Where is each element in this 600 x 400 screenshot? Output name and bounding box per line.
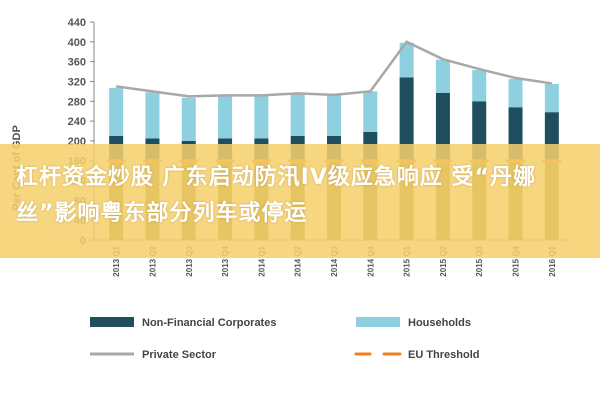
x-tick-label: 2013 Q2: [148, 245, 157, 276]
x-tick-label: 2015 Q2: [439, 245, 448, 276]
bar-households: [435, 59, 450, 93]
x-tick-label: 2014 Q4: [366, 245, 375, 276]
bar-households: [508, 78, 523, 108]
bar-households: [327, 95, 341, 136]
y-tick-label: 440: [68, 17, 86, 29]
bar-households: [145, 92, 160, 139]
bar-households: [290, 93, 305, 136]
legend-label: EU Threshold: [408, 349, 480, 361]
x-tick-label: 2016 Q1: [548, 245, 557, 276]
x-tick-label: 2014 Q2: [294, 245, 303, 276]
bar-households: [109, 87, 124, 136]
x-tick-label: 2013 Q4: [221, 245, 230, 276]
line-group: [115, 40, 553, 98]
bar-households: [399, 42, 414, 78]
legend-label: Non-Financial Corporates: [142, 317, 276, 329]
bar-households: [472, 70, 487, 102]
private-sector-line: [115, 40, 553, 98]
y-tick-label: 400: [68, 37, 86, 49]
x-tick-label: 2015 Q4: [512, 245, 521, 276]
bar-households: [544, 83, 559, 113]
x-tick-label: 2015 Q1: [403, 245, 412, 276]
bar-households: [363, 91, 378, 132]
y-tick-label: 360: [68, 57, 86, 69]
bar-households: [218, 95, 233, 139]
bar-households: [254, 95, 269, 139]
legend-swatch: [356, 317, 400, 327]
x-tick-label: 2015 Q3: [475, 245, 484, 276]
legend-label: Households: [408, 317, 471, 329]
y-tick-label: 280: [68, 96, 86, 108]
x-tick-label: 2014 Q3: [330, 245, 339, 276]
legend-label: Private Sector: [142, 349, 217, 361]
legend-swatch: [90, 317, 134, 327]
y-tick-label: 240: [68, 116, 86, 128]
legend: Non-Financial Corporates Households Privat…: [90, 317, 480, 361]
x-tick-label: 2013 Q1: [112, 245, 121, 276]
x-tick-label: 2013 Q3: [185, 245, 194, 276]
overlay-headline: 杠杆资金炒股 广东启动防汛IV级应急响应 受“丹娜丝”影响粤东部分列车或停运: [16, 165, 536, 226]
x-tick-label: 2014 Q1: [257, 245, 266, 276]
bar-non-financial-corporates: [399, 77, 414, 161]
bar-non-financial-corporates: [435, 92, 450, 161]
overlay-band: [0, 144, 600, 258]
y-tick-label: 320: [68, 76, 86, 88]
bar-households: [181, 97, 196, 141]
